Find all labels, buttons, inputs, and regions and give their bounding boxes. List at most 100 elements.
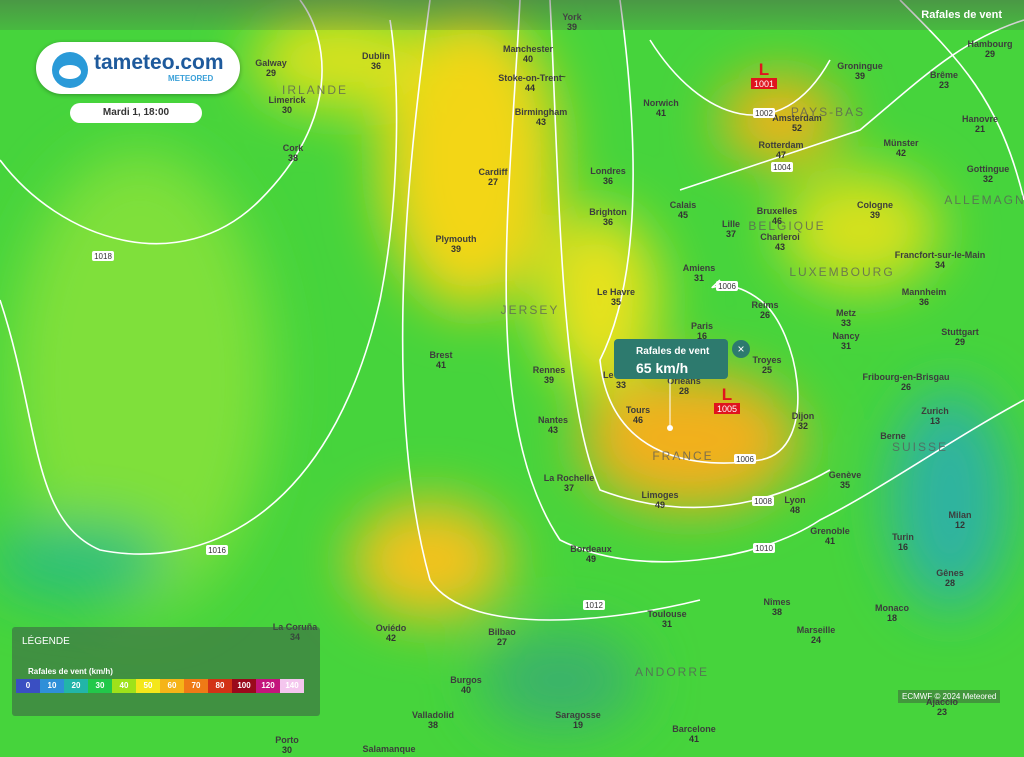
city-value: 43 <box>536 117 546 127</box>
low-pressure-bg <box>751 78 777 89</box>
city-name: Paris <box>691 321 713 331</box>
layer-name[interactable]: Rafales de vent <box>921 9 1002 21</box>
city-name: Nîmes <box>763 597 790 607</box>
close-button[interactable]: × <box>732 340 750 358</box>
city-name: Galway <box>255 58 287 68</box>
city-name: Toulouse <box>647 609 686 619</box>
city-value: 49 <box>586 554 596 564</box>
city-name: Reims <box>751 300 778 310</box>
city-name: Bordeaux <box>570 544 612 554</box>
city-name: Nancy <box>832 331 859 341</box>
city-value: 19 <box>573 720 583 730</box>
city-value: 26 <box>901 382 911 392</box>
city-value: 13 <box>930 416 940 426</box>
city-name: York <box>562 12 582 22</box>
credit: ECMWF © 2024 Meteored <box>898 690 1001 703</box>
city-value: 41 <box>656 108 666 118</box>
isobar-label-bg <box>752 496 774 506</box>
city-value: 46 <box>633 415 643 425</box>
legend-stop: 80 <box>208 679 232 693</box>
city-value: 49 <box>655 500 665 510</box>
top-bar: Rafales de vent <box>0 0 1024 30</box>
isobar-label: 1004 <box>773 163 791 172</box>
tooltip-value: 65 km/h <box>636 360 689 376</box>
city-value: 37 <box>726 229 736 239</box>
city-value: 48 <box>790 505 800 515</box>
city-name: Plymouth <box>435 234 476 244</box>
svg-text:~: ~ <box>560 72 566 83</box>
isobar-label-bg <box>92 251 114 261</box>
city-value: 41 <box>689 734 699 744</box>
isobar-label-bg <box>206 545 228 555</box>
city-name: Brighton <box>589 207 627 217</box>
city-value: 35 <box>611 297 621 307</box>
city-name: Groningue <box>837 61 883 71</box>
low-pressure: 1001 <box>754 79 774 89</box>
city-name: Berne <box>880 431 906 441</box>
country-name: FRANCE <box>652 449 713 463</box>
city-value: 28 <box>945 578 955 588</box>
isobar-label: 1018 <box>94 252 112 261</box>
city-name: La Rochelle <box>544 473 595 483</box>
city-name: Porto <box>275 735 299 745</box>
city-name: Amiens <box>683 263 716 273</box>
legend-stop: 120 <box>256 679 280 693</box>
city-name: Monaco <box>875 603 910 613</box>
legend-stop: 40 <box>112 679 136 693</box>
date[interactable]: Mardi 1, 18:00 <box>70 103 202 123</box>
city-value: 42 <box>386 633 396 643</box>
logo[interactable]: tameteo.com METEORED <box>36 42 240 94</box>
city-value: 16 <box>898 542 908 552</box>
city-value: 40 <box>461 685 471 695</box>
city-name: Barcelone <box>672 724 716 734</box>
legend-bar: 0 10 20 30 40 50 60 70 80 100 120 140 <box>16 679 304 693</box>
city-name: Ajaccio <box>926 697 959 707</box>
city-value: 43 <box>775 242 785 252</box>
logo-icon <box>52 52 88 88</box>
city-name: Rennes <box>533 365 566 375</box>
city-value: 33 <box>841 318 851 328</box>
city-name: Manchester <box>503 44 554 54</box>
city-value: 32 <box>983 174 993 184</box>
city-value: 42 <box>896 148 906 158</box>
low-pressure-bg <box>714 403 740 414</box>
city-name: Tours <box>626 405 650 415</box>
city-name: Cologne <box>857 200 893 210</box>
city-name: Zurich <box>921 406 949 416</box>
city-value: 46 <box>772 216 782 226</box>
city-value: 27 <box>497 637 507 647</box>
city-name: Valladolid <box>412 710 454 720</box>
country-name: SUISSE <box>892 440 948 454</box>
city-name: Cardiff <box>479 167 509 177</box>
legend-subtitle: Rafales de vent (km/h) <box>28 667 113 676</box>
city-name: Limerick <box>268 95 306 105</box>
city-value: 18 <box>887 613 897 623</box>
city-value: 38 <box>288 153 298 163</box>
city-value: 52 <box>792 123 802 133</box>
city-value: 37 <box>564 483 574 493</box>
legend-stop: 0 <box>16 679 40 693</box>
country-name: PAYS-BAS <box>791 105 865 119</box>
city-name: Hanovre <box>962 114 998 124</box>
city-value: 38 <box>772 607 782 617</box>
city-value: 35 <box>840 480 850 490</box>
city-name: Calais <box>670 200 697 210</box>
city-value: 25 <box>762 365 772 375</box>
city-name: Londres <box>590 166 626 176</box>
city-name: Milan <box>948 510 971 520</box>
city-name: Dijon <box>792 411 815 421</box>
legend-stop: 70 <box>184 679 208 693</box>
legend-stop: 50 <box>136 679 160 693</box>
city-name: Rotterdam <box>758 140 803 150</box>
city-value: 45 <box>678 210 688 220</box>
city-name: Genève <box>829 470 862 480</box>
city-value: 24 <box>811 635 821 645</box>
city-name: Turin <box>892 532 914 542</box>
isobar-label-bg <box>734 454 756 464</box>
city-name: Stoke-on-Trent <box>498 73 562 83</box>
city-name: Burgos <box>450 675 482 685</box>
city-name: Grenoble <box>810 526 850 536</box>
city-value: 31 <box>662 619 672 629</box>
legend: LÉGENDE Rafales de vent (km/h) 0 10 20 30 40 50… <box>12 627 320 716</box>
city-name: Bruxelles <box>757 206 798 216</box>
